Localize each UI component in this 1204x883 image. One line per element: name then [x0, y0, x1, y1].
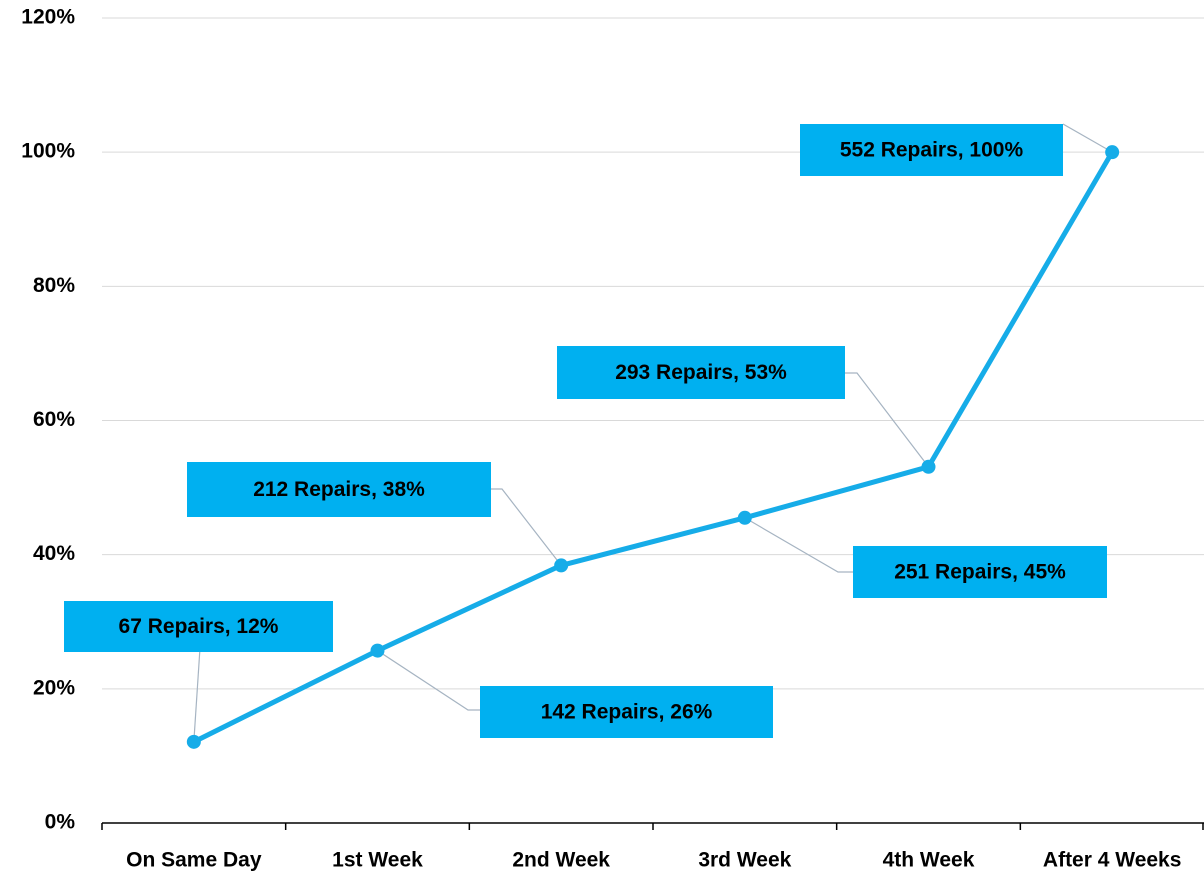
data-label: 142 Repairs, 26% — [541, 701, 713, 724]
label-box — [480, 686, 773, 738]
data-label: 552 Repairs, 100% — [840, 139, 1024, 162]
y-tick-label: 0% — [45, 811, 76, 834]
x-tick-label: 3rd Week — [698, 849, 791, 872]
marker — [1105, 145, 1120, 160]
marker — [737, 510, 752, 525]
y-tick-label: 80% — [33, 274, 75, 297]
leader-line — [491, 488, 562, 566]
data-label: 67 Repairs, 12% — [119, 615, 279, 638]
data-label: 212 Repairs, 38% — [253, 478, 425, 501]
label-box — [64, 601, 333, 652]
leader-line — [845, 372, 929, 468]
data-label: 293 Repairs, 53% — [615, 361, 787, 384]
label-box — [187, 462, 491, 517]
data-label: 251 Repairs, 45% — [894, 561, 1066, 584]
leader-line — [744, 517, 853, 573]
x-tick-label: After 4 Weeks — [1043, 849, 1182, 872]
x-tick-label: 1st Week — [332, 849, 423, 872]
y-tick-label: 40% — [33, 542, 75, 565]
marker — [921, 459, 936, 474]
label-box — [557, 346, 845, 399]
label-box — [800, 124, 1063, 176]
line — [192, 150, 1115, 745]
marker — [186, 734, 201, 749]
x-tick-label: On Same Day — [126, 849, 262, 872]
y-tick-label: 120% — [21, 6, 75, 29]
x-tick-label: 4th Week — [883, 849, 975, 872]
label-box — [853, 546, 1107, 598]
leader-line — [193, 647, 201, 742]
x-tick-label: 2nd Week — [512, 849, 610, 872]
y-tick-label: 60% — [33, 408, 75, 431]
leader-line — [1062, 123, 1113, 153]
leader-line — [377, 650, 480, 711]
y-tick-label: 100% — [21, 140, 75, 163]
marker — [370, 643, 385, 658]
marker — [554, 558, 569, 573]
y-tick-label: 20% — [33, 676, 75, 699]
